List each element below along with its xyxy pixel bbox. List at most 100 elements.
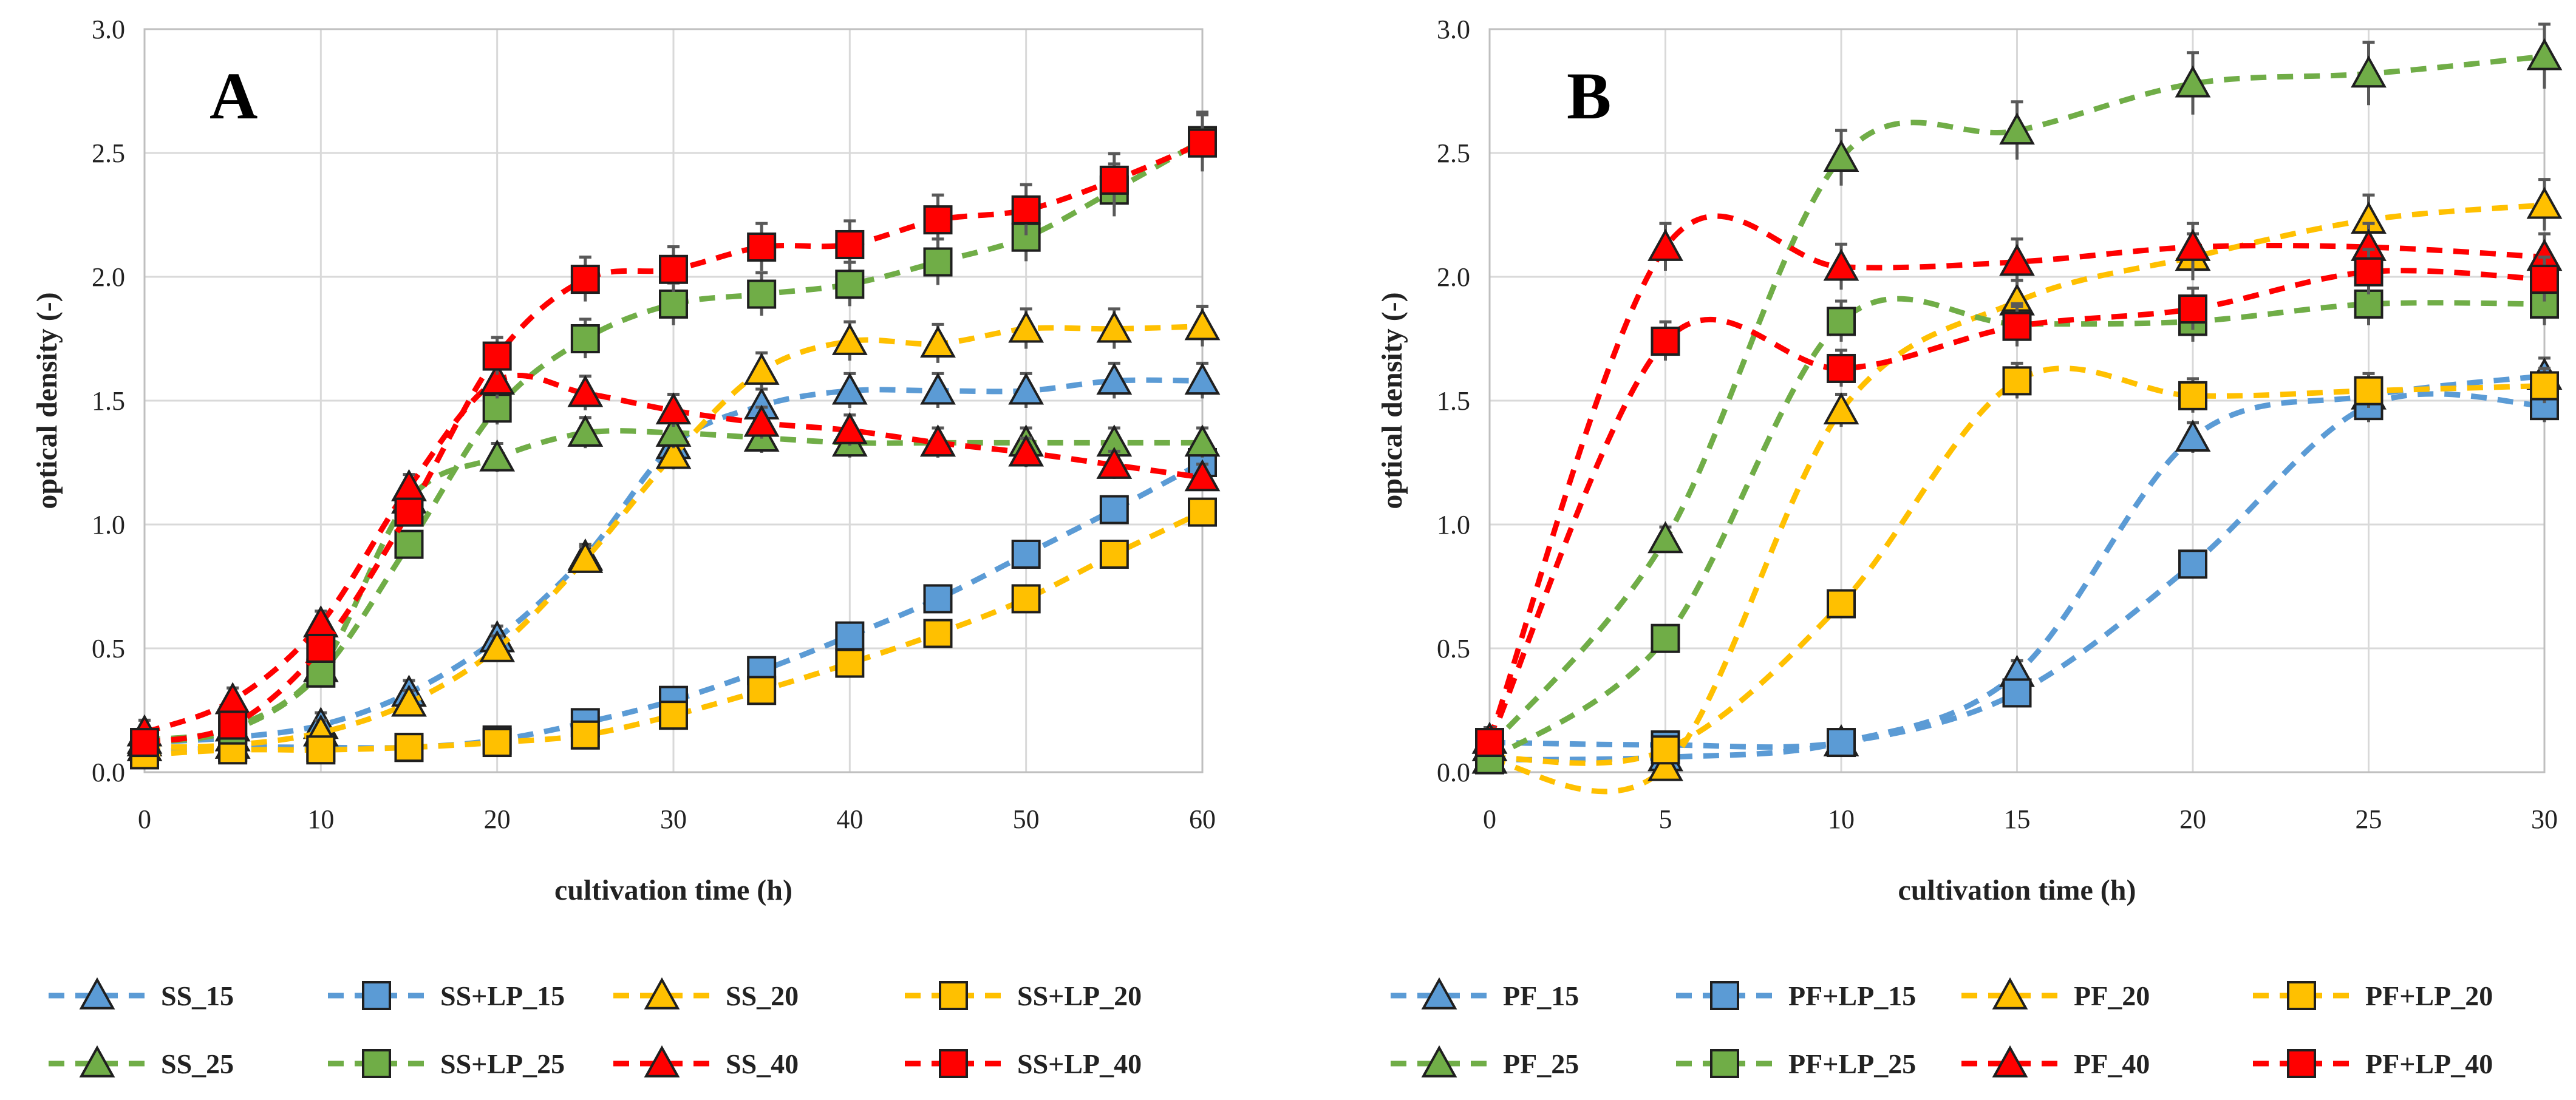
legend-marker	[362, 981, 391, 1010]
series-SS_40	[126, 361, 1221, 747]
x-tick-label: 25	[2356, 804, 2382, 834]
data-point	[1188, 497, 1217, 527]
data-point	[747, 676, 777, 705]
legend-marker	[939, 1049, 968, 1078]
data-point	[482, 341, 512, 371]
data-point	[1008, 310, 1044, 343]
y-tick-label: 1.5	[92, 386, 125, 416]
data-point	[2354, 376, 2383, 406]
x-tick-label: 10	[1828, 804, 1855, 834]
data-point	[2530, 371, 2559, 401]
data-point	[391, 684, 427, 717]
data-point	[394, 529, 424, 559]
legend-item: SS_15	[49, 977, 234, 1011]
legend-a: SS_15 SS+LP_15 SS_20 SS+LP_20 SS_25 SS+LP_25 S…	[49, 977, 1142, 1079]
legend-marker	[1992, 977, 2028, 1010]
y-tick-label: 2.5	[1437, 138, 1470, 168]
x-tick-label: 0	[1483, 804, 1496, 834]
data-point	[920, 372, 956, 405]
x-axis-title: cultivation time (h)	[554, 874, 792, 906]
x-axis-title: cultivation time (h)	[1898, 874, 2136, 906]
data-point	[1647, 228, 1683, 261]
data-point	[747, 233, 777, 262]
data-point	[479, 362, 516, 395]
legend-item: PF_25	[1391, 1045, 1579, 1079]
data-point	[482, 728, 512, 758]
data-point	[835, 270, 865, 299]
legend-label: PF_40	[2074, 1048, 2150, 1079]
legend-label: SS+LP_15	[440, 980, 565, 1011]
data-point	[1011, 539, 1041, 569]
data-point	[479, 630, 516, 662]
x-tick-label: 15	[2004, 804, 2031, 834]
data-point	[2002, 678, 2032, 708]
data-point	[1184, 459, 1221, 492]
x-tick-label: 60	[1189, 804, 1216, 834]
data-point	[1827, 353, 1856, 383]
data-point	[831, 322, 868, 355]
data-point	[659, 254, 688, 284]
data-point	[2002, 311, 2032, 341]
data-point	[2354, 289, 2383, 319]
data-point	[1008, 372, 1044, 405]
data-point	[655, 436, 692, 469]
data-point	[2354, 257, 2383, 287]
legend-item: SS+LP_40	[905, 1048, 1142, 1079]
data-point	[831, 372, 868, 405]
data-point	[2175, 419, 2211, 452]
legend-label: PF+LP_20	[2365, 980, 2493, 1011]
data-point	[1475, 728, 1504, 758]
data-point	[923, 584, 953, 614]
legend-marker	[2287, 1049, 2316, 1078]
legend-marker	[362, 1049, 391, 1078]
y-tick-label: 2.0	[92, 262, 125, 292]
y-axis-title: optical density (-)	[1376, 292, 1408, 509]
data-point	[659, 701, 688, 730]
data-point	[831, 412, 868, 444]
legend-marker	[1992, 1045, 2028, 1078]
data-point	[2526, 186, 2563, 219]
data-point	[923, 619, 953, 648]
data-point	[835, 229, 865, 259]
panel-label: A	[210, 59, 257, 133]
data-point	[747, 279, 777, 309]
legend-marker	[1421, 1045, 1457, 1078]
data-point	[920, 325, 956, 358]
legend-label: SS_40	[726, 1048, 799, 1079]
data-point	[2175, 228, 2211, 261]
y-tick-label: 3.0	[1437, 15, 1470, 44]
series-SS+LP_20	[130, 497, 1217, 770]
data-point	[1647, 521, 1683, 554]
chart-panel-b: 0.0 0.5 1.0 1.5 2.0 2.5 3.0 0 5 10 15 20 25 30 cultiva…	[1376, 15, 2563, 1079]
data-point	[835, 621, 865, 651]
x-tick-label: 0	[138, 804, 151, 834]
data-point	[1096, 362, 1133, 395]
legend-label: PF+LP_15	[1788, 980, 1916, 1011]
legend-item: SS+LP_20	[905, 980, 1142, 1011]
legend-label: SS+LP_40	[1017, 1048, 1142, 1079]
data-point	[1184, 362, 1221, 395]
data-point	[570, 720, 600, 750]
series-SS+LP_40	[130, 113, 1217, 758]
legend-item: SS+LP_15	[328, 980, 565, 1011]
data-point	[659, 289, 688, 319]
data-point	[1096, 310, 1133, 343]
legend-item: SS_20	[613, 977, 799, 1011]
legend-label: SS_25	[161, 1048, 234, 1079]
x-tick-label: 20	[2179, 804, 2206, 834]
legend-label: SS_20	[726, 980, 799, 1011]
series-line	[1487, 213, 2545, 741]
data-point	[1184, 424, 1221, 457]
data-point	[570, 265, 600, 294]
legend-marker	[1710, 981, 1739, 1010]
data-point	[743, 352, 780, 385]
x-tick-label: 20	[484, 804, 511, 834]
legend-label: PF_15	[1503, 980, 1579, 1011]
legend-item: PF+LP_25	[1676, 1048, 1916, 1079]
data-point	[1011, 584, 1041, 614]
data-point	[655, 392, 692, 425]
legend-b: PF_15 PF+LP_15 PF_20 PF+LP_20 PF_25 PF+LP_25 P…	[1391, 977, 2493, 1079]
data-point	[1096, 446, 1133, 479]
data-point	[920, 424, 956, 457]
legend-item: PF+LP_20	[2253, 980, 2493, 1011]
